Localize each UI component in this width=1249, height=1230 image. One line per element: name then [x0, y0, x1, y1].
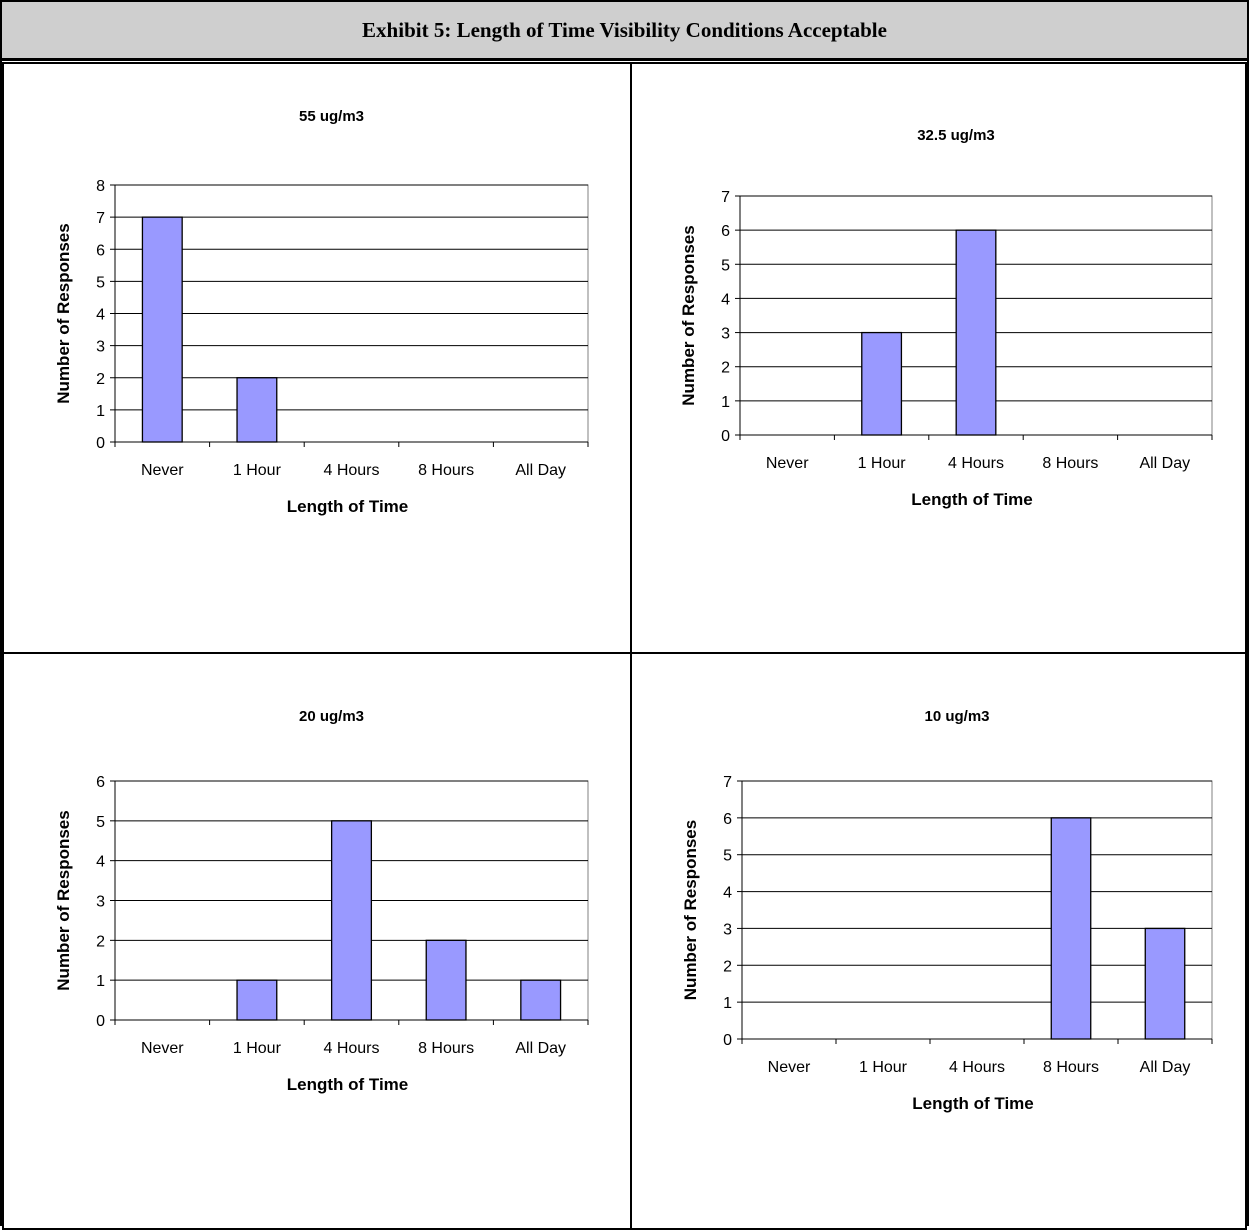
y-tick-label: 0: [723, 1032, 732, 1049]
y-tick-label: 0: [96, 1013, 105, 1030]
y-tick-label: 4: [721, 291, 730, 308]
y-tick-label: 3: [723, 921, 732, 938]
y-tick-label: 8: [96, 178, 105, 195]
bar-8-hours: [425, 939, 467, 1021]
y-axis-label: Number of Responses: [681, 820, 700, 1000]
x-category-label: 1 Hour: [859, 1059, 908, 1076]
x-axis-label: Length of Time: [912, 1094, 1034, 1113]
chart-title: 32.5 ug/m3: [917, 127, 995, 144]
y-tick-label: 5: [96, 274, 105, 291]
y-tick-label: 6: [721, 223, 730, 240]
x-category-label: Never: [141, 1040, 184, 1057]
x-category-label: 1 Hour: [233, 1040, 282, 1057]
y-tick-label: 4: [723, 885, 732, 902]
y-tick-label: 0: [96, 435, 105, 452]
y-tick-label: 5: [96, 814, 105, 831]
bar-8-hours: [1050, 817, 1092, 1040]
y-tick-label: 1: [721, 394, 730, 411]
y-tick-label: 6: [96, 242, 105, 259]
x-category-label: Never: [141, 462, 184, 479]
y-tick-label: 4: [96, 854, 105, 871]
x-category-label: 1 Hour: [858, 455, 907, 472]
y-tick-label: 7: [723, 774, 732, 791]
x-category-label: 8 Hours: [1043, 1059, 1099, 1076]
y-tick-label: 7: [721, 189, 730, 206]
chart-panel-10: 10 ug/m3 0 1 2 3 4 5 6 7 Never 1 Hour 4 Hours 8 Hour…: [630, 652, 1247, 1230]
x-category-label: 8 Hours: [1042, 455, 1098, 472]
y-tick-label: 0: [721, 428, 730, 445]
y-tick-label: 1: [96, 973, 105, 990]
y-tick-label: 4: [96, 307, 105, 324]
bar-4-hours: [955, 229, 997, 436]
bar-all-day: [520, 979, 562, 1021]
y-tick-label: 3: [721, 326, 730, 343]
x-category-label: Never: [768, 1059, 811, 1076]
x-axis-label: Length of Time: [287, 497, 409, 516]
x-category-label: 8 Hours: [418, 1040, 474, 1057]
x-category-label: All Day: [515, 1040, 566, 1057]
x-category-label: All Day: [1139, 455, 1190, 472]
chart-title: 55 ug/m3: [299, 108, 364, 125]
chart-panel-20: 20 ug/m3 0 1 2 3 4 5 6 Never 1 Hour 4 Hours 8 Hours…: [2, 652, 632, 1230]
bar-chart-20: 20 ug/m3 0 1 2 3 4 5 6 Never 1 Hour 4 Hours 8 Hours…: [54, 708, 589, 1094]
bar-all-day: [1144, 927, 1186, 1040]
bar-never: [141, 216, 183, 443]
bar-chart-32-5: 32.5 ug/m3 0 1 2 3 4 5 6 7 Never 1 Hour 4 Hours 8 Ho…: [679, 127, 1213, 509]
y-tick-label: 3: [96, 894, 105, 911]
y-tick-label: 6: [96, 774, 105, 791]
bar-4-hours: [330, 820, 373, 1021]
y-tick-label: 7: [96, 210, 105, 227]
x-category-label: 4 Hours: [948, 455, 1004, 472]
chart-title: 10 ug/m3: [924, 708, 989, 725]
bar-1-hour: [236, 979, 278, 1021]
x-category-label: All Day: [515, 462, 566, 479]
x-category-label: 8 Hours: [418, 462, 474, 479]
x-category-label: 4 Hours: [323, 1040, 379, 1057]
exhibit-title: Exhibit 5: Length of Time Visibility Con…: [362, 17, 887, 42]
x-category-label: 4 Hours: [323, 462, 379, 479]
x-category-label: All Day: [1140, 1059, 1191, 1076]
y-tick-label: 5: [721, 257, 730, 274]
y-tick-label: 3: [96, 339, 105, 356]
y-tick-label: 1: [723, 995, 732, 1012]
chart-panel-32-5: 32.5 ug/m3 0 1 2 3 4 5 6 7 Never 1 Hour 4 Hours 8 Ho…: [630, 62, 1247, 654]
bar-chart-55: 55 ug/m3 0 1 2 3 4 5 6 7 8 Never 1 Hour 4 Hours 8 Hou…: [54, 108, 589, 516]
plot-area: [741, 780, 1213, 1040]
x-axis-label: Length of Time: [287, 1075, 409, 1094]
bar-chart-10: 10 ug/m3 0 1 2 3 4 5 6 7 Never 1 Hour 4 Hours 8 Hour…: [681, 708, 1213, 1113]
y-tick-label: 2: [723, 958, 732, 975]
exhibit-header: Exhibit 5: Length of Time Visibility Con…: [2, 2, 1247, 61]
x-category-label: Never: [766, 455, 809, 472]
chart-title: 20 ug/m3: [299, 708, 364, 725]
x-axis-label: Length of Time: [911, 490, 1033, 509]
y-tick-label: 2: [721, 360, 730, 377]
y-tick-label: 5: [723, 848, 732, 865]
bar-1-hour: [861, 331, 903, 436]
y-axis-label: Number of Responses: [679, 225, 698, 405]
y-axis-label: Number of Responses: [54, 223, 73, 403]
y-tick-label: 1: [96, 403, 105, 420]
chart-panel-55: 55 ug/m3 0 1 2 3 4 5 6 7 8 Never 1 Hour 4 Hours 8 Hou…: [2, 62, 632, 654]
bar-1-hour: [236, 377, 278, 443]
y-tick-label: 2: [96, 371, 105, 388]
x-category-label: 4 Hours: [949, 1059, 1005, 1076]
y-axis-label: Number of Responses: [54, 810, 73, 990]
y-tick-label: 2: [96, 933, 105, 950]
x-category-label: 1 Hour: [233, 462, 282, 479]
y-tick-label: 6: [723, 811, 732, 828]
